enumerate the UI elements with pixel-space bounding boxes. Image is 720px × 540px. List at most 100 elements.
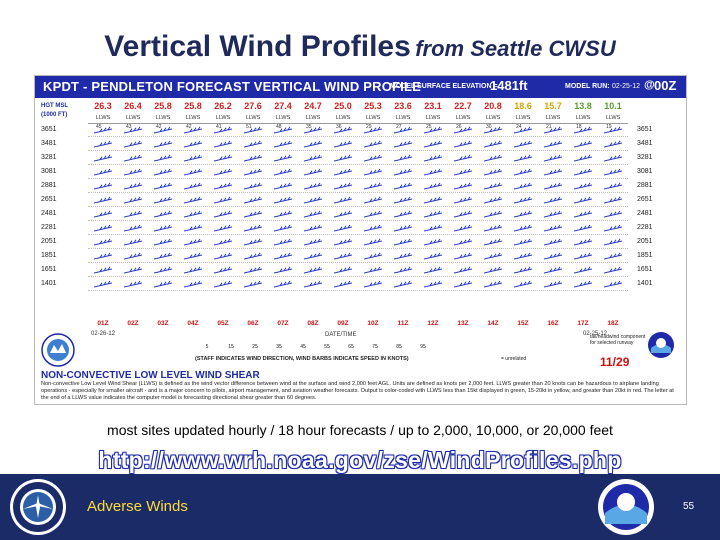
wind-barb-icon bbox=[423, 238, 443, 246]
source-url[interactable]: http://www.wrh.noaa.gov/zse/WindProfiles… bbox=[98, 447, 622, 473]
time-label: 02Z bbox=[127, 320, 139, 327]
wind-cell bbox=[568, 137, 598, 150]
wind-barb-icon bbox=[603, 154, 623, 162]
datetime-label: DATE/TIME bbox=[325, 332, 357, 338]
wind-barb-icon bbox=[183, 168, 203, 176]
hgt-unit: (1000 FT) bbox=[41, 112, 68, 118]
wind-cell bbox=[298, 263, 328, 276]
wind-barb-icon bbox=[393, 196, 413, 204]
wind-barb-icon bbox=[483, 280, 503, 288]
wind-cell bbox=[298, 137, 328, 150]
temp-value: 27.6 bbox=[244, 101, 262, 111]
legend-item: 65 bbox=[348, 344, 354, 350]
wind-barb-icon bbox=[543, 126, 563, 134]
wind-cell bbox=[118, 249, 148, 262]
wind-cell bbox=[358, 235, 388, 248]
wind-cell bbox=[208, 165, 238, 178]
wind-speed: 25 bbox=[426, 124, 432, 130]
wind-barb-icon bbox=[453, 266, 473, 274]
llws-label: LLWS bbox=[185, 115, 201, 121]
wind-row bbox=[88, 151, 628, 165]
wind-barb-icon bbox=[513, 210, 533, 218]
legend-item: 85 bbox=[396, 344, 402, 350]
wind-barb-icon bbox=[123, 224, 143, 232]
wind-barb-icon bbox=[603, 126, 623, 134]
wind-cell bbox=[448, 165, 478, 178]
temp-value: 27.4 bbox=[274, 101, 292, 111]
wind-barb-icon bbox=[273, 168, 293, 176]
wind-barb-icon bbox=[183, 126, 203, 134]
wind-barb-icon bbox=[513, 126, 533, 134]
altitude-label: 3281 bbox=[637, 154, 653, 161]
wind-barb-icon bbox=[213, 280, 233, 288]
wind-cell: 25 bbox=[418, 123, 448, 136]
wind-barb-icon bbox=[393, 140, 413, 148]
altitude-label: 2281 bbox=[637, 224, 653, 231]
wind-barb-icon bbox=[573, 140, 593, 148]
altitude-label: 1851 bbox=[41, 252, 57, 259]
wind-cell bbox=[538, 263, 568, 276]
wind-cell bbox=[88, 263, 118, 276]
wind-barb-icon bbox=[213, 266, 233, 274]
wind-barb-icon bbox=[243, 224, 263, 232]
wind-barb-icon bbox=[153, 154, 173, 162]
wind-barb-icon bbox=[153, 210, 173, 218]
wind-cell bbox=[88, 165, 118, 178]
wind-cell: 26 bbox=[448, 123, 478, 136]
wind-cell bbox=[478, 193, 508, 206]
wind-cell bbox=[238, 277, 268, 290]
wind-cell bbox=[148, 263, 178, 276]
wind-cell bbox=[178, 137, 208, 150]
wind-cell: 21 bbox=[538, 123, 568, 136]
temp-value: 22.7 bbox=[454, 101, 472, 111]
wind-cell bbox=[358, 179, 388, 192]
wind-barb-icon bbox=[303, 126, 323, 134]
temp-value: 18.6 bbox=[514, 101, 532, 111]
noaa-logo-small bbox=[648, 332, 674, 358]
wind-cell bbox=[268, 235, 298, 248]
wind-profile-chart: KPDT - PENDLETON FORECAST VERTICAL WIND … bbox=[34, 75, 687, 405]
wind-barb-icon bbox=[153, 224, 173, 232]
wind-barb-icon bbox=[393, 266, 413, 274]
model-run-label: MODEL RUN: bbox=[565, 83, 610, 90]
wind-barb-icon bbox=[573, 182, 593, 190]
altitude-label: 1401 bbox=[41, 280, 57, 287]
wind-barb-icon bbox=[93, 210, 113, 218]
wind-barb-icon bbox=[93, 168, 113, 176]
wind-cell bbox=[298, 165, 328, 178]
temp-value: 13.8 bbox=[574, 101, 592, 111]
wind-cell bbox=[508, 235, 538, 248]
time-label: 03Z bbox=[157, 320, 169, 327]
wind-cell bbox=[508, 193, 538, 206]
wind-barb-icon bbox=[93, 182, 113, 190]
altitude-axis-right: 3651 3481 3281 3081 2881 2651 2481 2281 2051 1851… bbox=[637, 123, 677, 319]
wind-cell bbox=[358, 277, 388, 290]
wind-speed: 35 bbox=[306, 124, 312, 130]
wind-cell bbox=[268, 137, 298, 150]
hgt-label: HGT MSL bbox=[41, 103, 68, 109]
wind-cell bbox=[268, 151, 298, 164]
wind-cell bbox=[508, 221, 538, 234]
wind-cell bbox=[298, 207, 328, 220]
wind-barb-icon bbox=[153, 266, 173, 274]
temp-value: 23.1 bbox=[424, 101, 442, 111]
wind-cell bbox=[328, 151, 358, 164]
model-run-at: @ bbox=[644, 79, 655, 91]
time-label: 14Z bbox=[487, 320, 499, 327]
wind-cell bbox=[448, 235, 478, 248]
wind-cell bbox=[478, 263, 508, 276]
wind-cell bbox=[448, 207, 478, 220]
wind-cell bbox=[88, 277, 118, 290]
wind-barb-icon bbox=[183, 280, 203, 288]
wind-cell bbox=[208, 221, 238, 234]
wind-cell bbox=[418, 249, 448, 262]
wind-cell: 45 bbox=[88, 123, 118, 136]
wind-barb-icon bbox=[303, 168, 323, 176]
wind-barb-icon bbox=[573, 168, 593, 176]
wind-barb-icon bbox=[273, 210, 293, 218]
wind-barb-icon bbox=[93, 252, 113, 260]
wind-barb-icon bbox=[303, 182, 323, 190]
wind-barb-icon bbox=[273, 196, 293, 204]
footer-title: Adverse Winds bbox=[87, 498, 188, 515]
wind-barb-icon bbox=[153, 196, 173, 204]
